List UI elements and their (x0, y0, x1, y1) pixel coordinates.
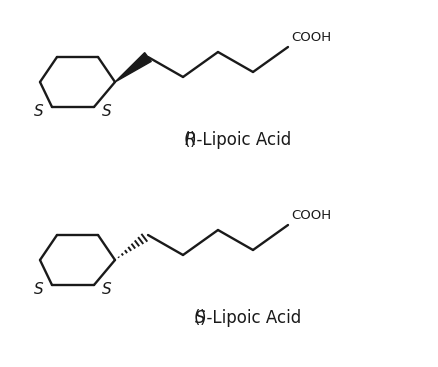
Text: S: S (102, 103, 111, 119)
Text: )-Lipoic Acid: )-Lipoic Acid (190, 131, 290, 149)
Polygon shape (115, 52, 151, 82)
Text: )-Lipoic Acid: )-Lipoic Acid (200, 309, 300, 327)
Text: S: S (194, 309, 205, 327)
Text: S: S (34, 103, 44, 119)
Text: S: S (34, 281, 44, 297)
Text: COOH: COOH (290, 209, 330, 222)
Text: COOH: COOH (290, 31, 330, 44)
Text: (: ( (183, 131, 190, 149)
Text: (: ( (193, 309, 200, 327)
Text: R: R (184, 131, 195, 149)
Text: S: S (102, 281, 111, 297)
